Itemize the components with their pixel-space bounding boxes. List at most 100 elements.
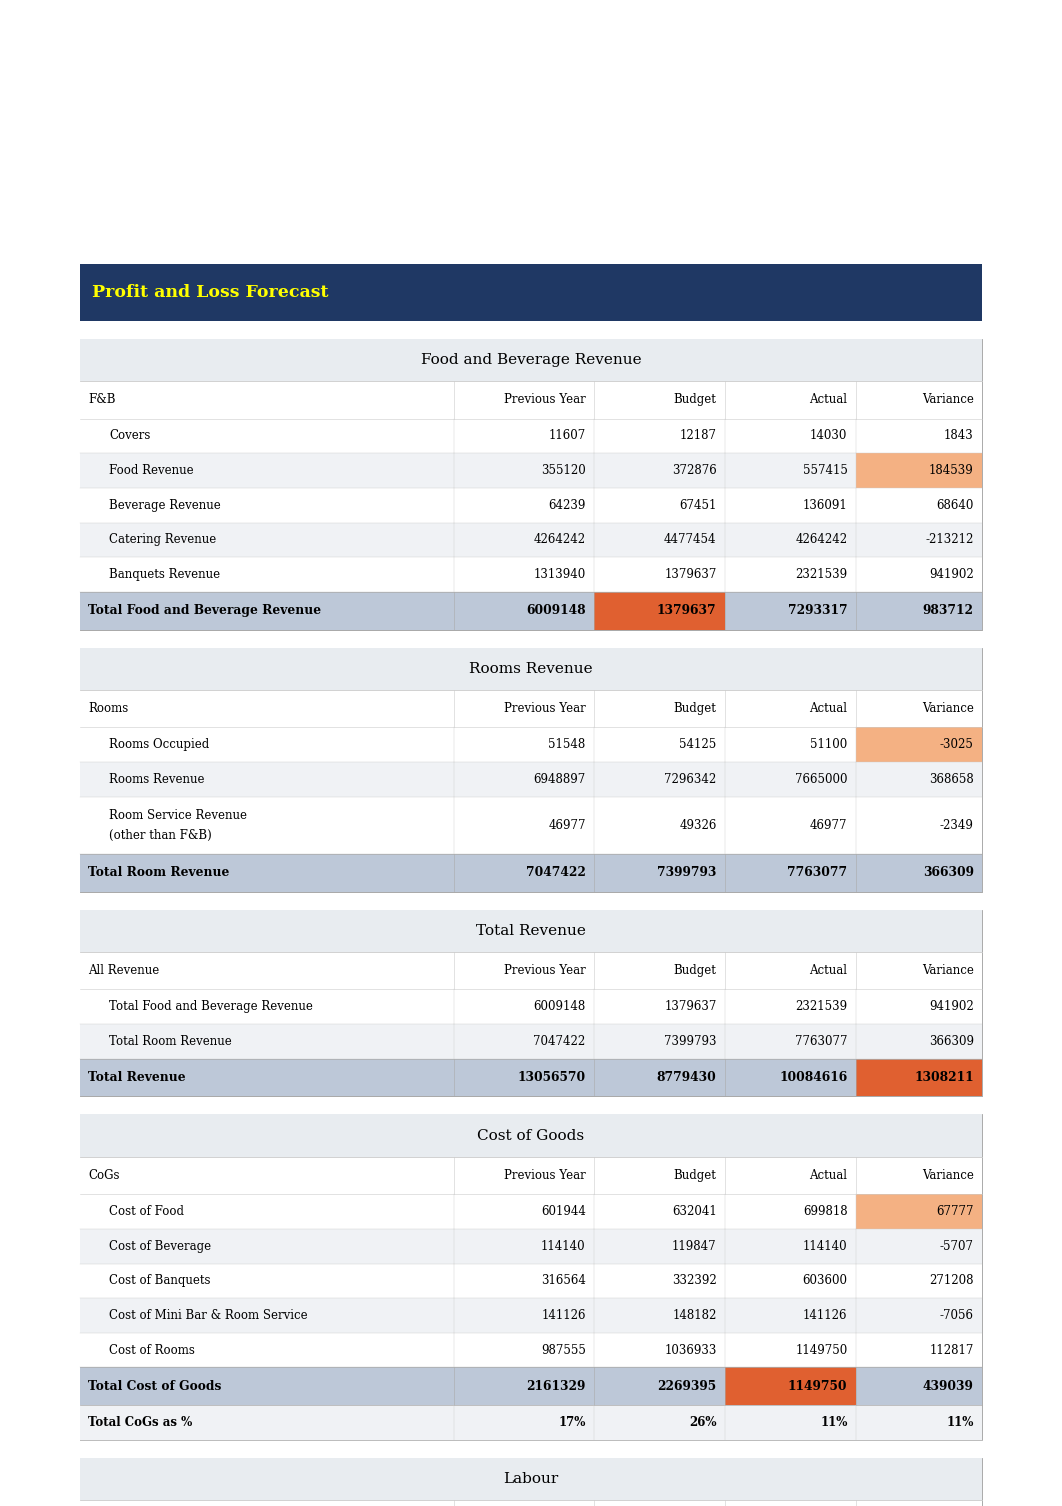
Text: Previous Year: Previous Year (504, 964, 586, 977)
Text: Budget: Budget (673, 964, 717, 977)
Text: 7296342: 7296342 (665, 773, 717, 786)
Text: 112817: 112817 (929, 1343, 974, 1357)
Text: Actual: Actual (809, 1169, 847, 1182)
Text: 6009148: 6009148 (526, 604, 586, 617)
Bar (856, 727, 982, 762)
Text: 1379637: 1379637 (657, 604, 717, 617)
Text: Rooms: Rooms (88, 702, 129, 715)
Text: Food and Beverage Revenue: Food and Beverage Revenue (421, 352, 641, 367)
Bar (856, 1059, 982, 1096)
Text: -5707: -5707 (940, 1239, 974, 1253)
Text: 2269395: 2269395 (657, 1379, 717, 1393)
Text: Catering Revenue: Catering Revenue (109, 533, 217, 547)
Bar (80, 264, 982, 321)
Text: 6948897: 6948897 (533, 773, 586, 786)
Text: Cost of Beverage: Cost of Beverage (109, 1239, 211, 1253)
Text: (other than F&B): (other than F&B) (109, 828, 212, 842)
Text: 11%: 11% (820, 1416, 847, 1429)
Text: 699818: 699818 (803, 1205, 847, 1218)
Text: 11%: 11% (946, 1416, 974, 1429)
Text: 332392: 332392 (672, 1274, 717, 1288)
Text: 2161329: 2161329 (527, 1379, 586, 1393)
Text: 1149750: 1149750 (795, 1343, 847, 1357)
Text: Labour: Labour (503, 1471, 559, 1486)
Bar (80, 854, 982, 892)
Text: 7763077: 7763077 (795, 1035, 847, 1048)
Text: 941902: 941902 (929, 568, 974, 581)
Text: All Revenue: All Revenue (88, 964, 159, 977)
Bar (80, 1367, 982, 1405)
Bar (80, 1405, 982, 1440)
Text: 67451: 67451 (680, 498, 717, 512)
Text: 7047422: 7047422 (533, 1035, 586, 1048)
Text: Variance: Variance (922, 1169, 974, 1182)
Text: Total Revenue: Total Revenue (88, 1071, 186, 1084)
Text: Previous Year: Previous Year (504, 702, 586, 715)
Text: 2321539: 2321539 (795, 1000, 847, 1014)
Text: 1313940: 1313940 (533, 568, 586, 581)
Text: 7399793: 7399793 (657, 866, 717, 880)
Text: 4264242: 4264242 (795, 533, 847, 547)
Text: Covers: Covers (109, 429, 151, 443)
Text: 51548: 51548 (548, 738, 586, 751)
Text: Cost of Mini Bar & Room Service: Cost of Mini Bar & Room Service (109, 1309, 308, 1322)
Text: 368658: 368658 (929, 773, 974, 786)
Text: Food Revenue: Food Revenue (109, 464, 194, 477)
Text: 49326: 49326 (680, 819, 717, 831)
Text: Total Room Revenue: Total Room Revenue (88, 866, 229, 880)
Text: Variance: Variance (922, 393, 974, 407)
Text: Budget: Budget (673, 1169, 717, 1182)
Text: 67777: 67777 (937, 1205, 974, 1218)
Text: 1036933: 1036933 (664, 1343, 717, 1357)
Text: 632041: 632041 (672, 1205, 717, 1218)
Bar (80, 1157, 982, 1194)
Bar (80, 727, 982, 762)
Text: 8779430: 8779430 (656, 1071, 717, 1084)
Bar (80, 592, 982, 630)
Text: 355120: 355120 (541, 464, 586, 477)
Text: -2349: -2349 (940, 819, 974, 831)
Text: Cost of Food: Cost of Food (109, 1205, 185, 1218)
Bar (80, 453, 982, 488)
Bar (80, 690, 982, 727)
Text: 11607: 11607 (548, 429, 586, 443)
Text: Profit and Loss Forecast: Profit and Loss Forecast (92, 283, 329, 301)
Text: Actual: Actual (809, 964, 847, 977)
Bar (80, 1298, 982, 1333)
Text: Beverage Revenue: Beverage Revenue (109, 498, 221, 512)
Bar (80, 648, 982, 892)
Text: 4477454: 4477454 (664, 533, 717, 547)
Text: 10084616: 10084616 (780, 1071, 847, 1084)
Bar (80, 1114, 982, 1157)
Text: -3025: -3025 (940, 738, 974, 751)
Bar (595, 592, 725, 630)
Text: Budget: Budget (673, 702, 717, 715)
Bar (80, 1264, 982, 1298)
Text: Total Food and Beverage Revenue: Total Food and Beverage Revenue (109, 1000, 313, 1014)
Text: 26%: 26% (689, 1416, 717, 1429)
Text: 68640: 68640 (937, 498, 974, 512)
Bar (80, 1194, 982, 1229)
Text: 1308211: 1308211 (914, 1071, 974, 1084)
Text: Variance: Variance (922, 964, 974, 977)
Text: -213212: -213212 (925, 533, 974, 547)
Text: 1149750: 1149750 (788, 1379, 847, 1393)
Text: Actual: Actual (809, 702, 847, 715)
Bar (80, 1059, 982, 1096)
Bar (80, 381, 982, 419)
Text: 54125: 54125 (680, 738, 717, 751)
Text: 14030: 14030 (810, 429, 847, 443)
Text: Cost of Goods: Cost of Goods (478, 1128, 584, 1143)
Text: 148182: 148182 (672, 1309, 717, 1322)
Text: 557415: 557415 (803, 464, 847, 477)
Bar (80, 488, 982, 523)
Text: 7399793: 7399793 (664, 1035, 717, 1048)
Text: -7056: -7056 (940, 1309, 974, 1322)
Bar (856, 453, 982, 488)
Text: 6009148: 6009148 (533, 1000, 586, 1014)
Text: Total CoGs as %: Total CoGs as % (88, 1416, 192, 1429)
Bar (80, 1229, 982, 1264)
Text: 1843: 1843 (944, 429, 974, 443)
Text: Banquets Revenue: Banquets Revenue (109, 568, 221, 581)
Text: Rooms Revenue: Rooms Revenue (469, 661, 593, 676)
